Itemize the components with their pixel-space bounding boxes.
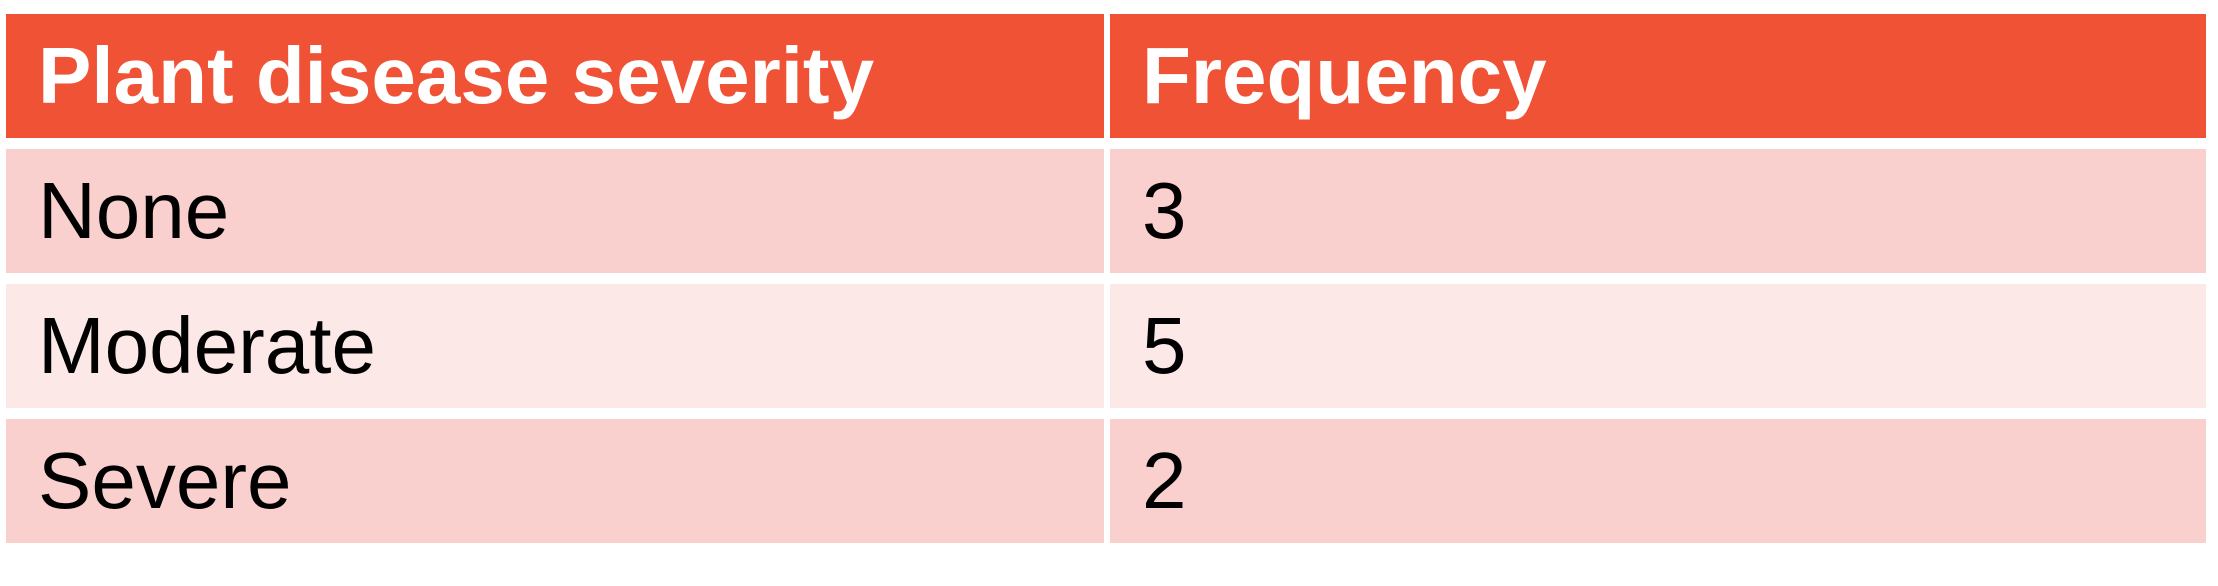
table-cell-frequency: 2 [1110, 419, 2206, 543]
header-cell-severity: Plant disease severity [6, 14, 1104, 138]
table-cell-severity: Severe [6, 419, 1104, 543]
table-cell-severity: Moderate [6, 284, 1104, 408]
frequency-table: Plant disease severity Frequency None 3 … [6, 14, 2206, 543]
table-cell-frequency: 3 [1110, 149, 2206, 273]
table-cell-severity: None [6, 149, 1104, 273]
table-cell-frequency: 5 [1110, 284, 2206, 408]
header-cell-frequency: Frequency [1110, 14, 2206, 138]
